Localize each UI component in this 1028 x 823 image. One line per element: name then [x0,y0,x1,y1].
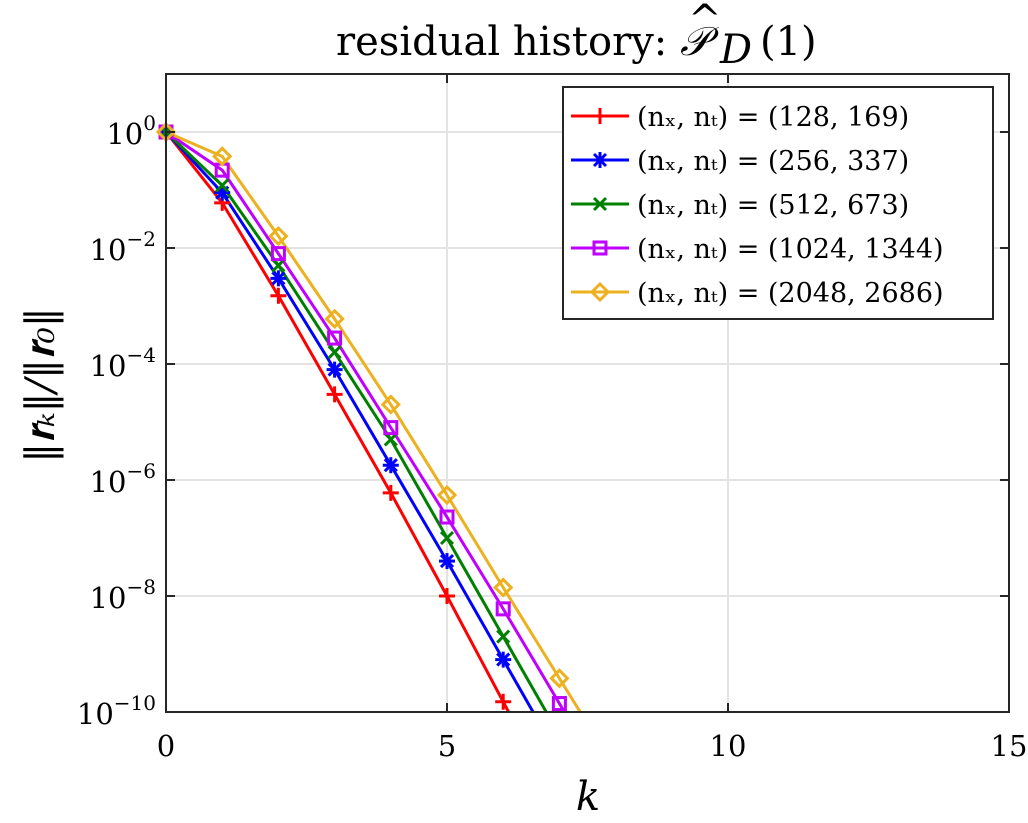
data-point [439,553,455,570]
data-point [327,330,343,346]
data-point [271,258,286,273]
data-point [268,226,289,247]
data-point [270,287,287,304]
chart-title-prefix: residual history: [336,19,667,65]
legend-box [562,86,994,320]
chart-title-subscript: D [719,27,752,73]
chart-title-arg: (1) [760,19,817,65]
y-axis-label: ‖𝐫ₖ‖/‖𝐫₀‖ [18,307,64,462]
legend-label: (nₓ, nₜ) = (128, 169) [637,102,909,133]
y-tick-label: 10−4 [90,343,156,383]
legend-swatch-marker [589,281,611,303]
series-layer [166,130,582,712]
x-tick-label: 5 [438,729,456,763]
series-line-3 [166,130,548,712]
legend-entry: (nₓ, nₜ) = (128, 169) [571,102,909,133]
tick-marks [165,74,1010,713]
x-axis-label: k [576,774,600,818]
data-point [270,246,286,262]
chart-title: residual history: 𝒫 ^ D (1) [336,0,817,73]
y-tick-label: 10−10 [77,691,156,731]
legend-swatch-marker [592,196,608,212]
x-tick-label: 0 [157,729,175,763]
y-tick-label: 10−2 [90,227,156,267]
data-point [439,509,455,525]
marker-layer [155,121,570,712]
series-line-1 [166,131,511,712]
data-point [326,361,343,378]
legend-entry: (nₓ, nₜ) = (2048, 2686) [571,278,944,309]
data-point [380,394,401,415]
y-tick-label: 10−8 [90,575,156,615]
x-tick-label: 10 [710,729,747,763]
data-point [212,146,233,167]
data-point [383,432,398,447]
data-point [549,668,570,689]
data-point [551,696,567,712]
data-point [324,308,345,329]
legend-label: (nₓ, nₜ) = (1024, 1344) [637,234,944,265]
series-line-5 [166,130,582,712]
legend-label: (nₓ, nₜ) = (512, 673) [637,190,909,221]
data-point [496,629,511,644]
series-line-4 [166,130,567,712]
y-tick-label: 10−6 [90,459,156,499]
x-tick-label: 15 [991,729,1028,763]
plot-frame [165,73,1010,713]
data-point [495,693,512,710]
legend-swatch-marker [592,240,608,256]
data-point [495,601,511,617]
legend-swatch-marker [592,152,608,168]
chart-title-hat: ^ [688,0,722,43]
data-point [436,484,458,506]
data-point [495,651,512,668]
y-tick-label: 100 [106,111,156,151]
data-point [382,484,399,501]
legend: (nₓ, nₜ) = (128, 169) (nₓ, nₜ) = (256, 33… [562,86,994,320]
data-point [326,386,343,403]
data-point [493,577,514,598]
data-point [383,420,399,436]
data-point [215,178,230,193]
legend-entry: (nₓ, nₜ) = (1024, 1344) [571,234,944,265]
data-point [270,270,287,287]
data-point [327,345,342,360]
legend-entry: (nₓ, nₜ) = (256, 337) [571,146,909,177]
tick-labels: 0 5 10 15 10−10 10−8 10−6 10−4 10−2 100 [77,111,1028,763]
legend-label: (nₓ, nₜ) = (2048, 2686) [637,278,944,309]
legend-label: (nₓ, nₜ) = (256, 337) [637,146,909,177]
series-line-2 [166,130,535,712]
data-point [382,457,399,474]
legend-entry: (nₓ, nₜ) = (512, 673) [571,190,909,221]
data-point [439,588,455,604]
data-point [439,530,455,546]
legend-swatch-marker [592,108,608,124]
